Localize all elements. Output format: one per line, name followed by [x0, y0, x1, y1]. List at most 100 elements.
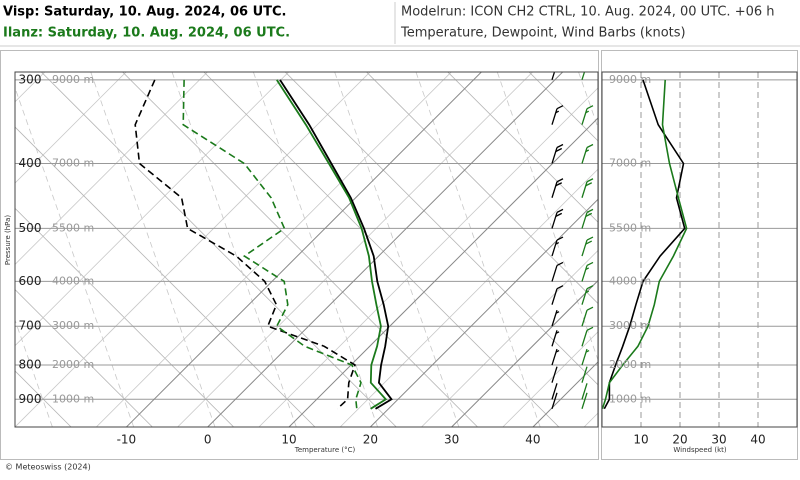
isotherm — [288, 117, 598, 427]
height-label: 9000 m — [52, 73, 94, 86]
barb-shaft — [581, 265, 588, 282]
barb-shaft — [551, 265, 558, 282]
barb-feather — [586, 326, 594, 331]
barb-feather — [556, 105, 564, 110]
wind-barb — [581, 383, 588, 400]
barb-feather — [556, 285, 564, 290]
height-label: 4000 m — [609, 274, 651, 287]
height-label: 2000 m — [609, 358, 651, 371]
barb-shaft — [581, 108, 588, 125]
wind-barb — [551, 310, 560, 327]
wind-barb — [551, 208, 564, 229]
barb-shaft — [581, 383, 588, 400]
barb-feather — [556, 261, 564, 266]
wind-barb — [581, 105, 594, 125]
barb-half-feather — [555, 242, 560, 245]
barb-shaft — [581, 392, 588, 410]
x-axis-title: Temperature (°C) — [294, 446, 356, 454]
dry-adiabat — [40, 72, 397, 427]
subtitle: Temperature, Dewpoint, Wind Barbs (knots… — [400, 26, 686, 41]
barb-feather — [556, 236, 564, 241]
footer: © Meteoswiss (2024) — [5, 463, 91, 472]
barb-feather — [556, 178, 564, 183]
barb-feather — [586, 105, 594, 110]
barb-half-feather — [555, 110, 560, 114]
wind-barb — [581, 143, 594, 164]
y-tick-label: 300 — [19, 72, 42, 86]
isotherm — [207, 72, 564, 427]
barb-half-feather — [585, 290, 590, 294]
wind-barb — [581, 236, 594, 257]
barb-half-feather — [555, 331, 560, 334]
wind-barb — [551, 366, 558, 383]
barb-shaft — [551, 212, 558, 229]
background-isotherm — [96, 72, 452, 427]
isotherm — [126, 72, 483, 427]
moist-adiabat — [15, 86, 135, 427]
wind-barb — [551, 261, 564, 282]
height-label: 1000 m — [609, 392, 651, 405]
background-isotherm — [15, 72, 127, 184]
y-tick-label: 900 — [19, 392, 42, 406]
dry-adiabat — [528, 72, 598, 142]
wind-barb — [551, 383, 558, 400]
barb-shaft — [581, 330, 588, 347]
moist-adiabat — [15, 318, 53, 427]
isotherm — [451, 279, 598, 427]
ilanz-title: Ilanz: Saturday, 10. Aug. 2024, 06 UTC. — [3, 26, 290, 41]
height-label: 5500 m — [609, 221, 651, 234]
wind-barb — [581, 392, 588, 410]
moist-adiabat — [171, 72, 297, 427]
wind-barb — [551, 236, 564, 257]
x-tick-label: 30 — [711, 433, 726, 447]
x-tick-label: -10 — [117, 433, 137, 447]
temperature-line — [276, 79, 388, 410]
barb-feather — [585, 182, 593, 187]
wind-barb — [581, 285, 594, 305]
wind-barb — [551, 285, 564, 305]
barb-feather — [586, 285, 594, 290]
wind-barb — [551, 392, 558, 410]
barb-half-feather — [555, 349, 560, 353]
background-isotherm — [15, 72, 371, 427]
y-tick-label: 800 — [19, 358, 42, 372]
y-tick-label: 400 — [19, 156, 42, 170]
barb-feather — [586, 306, 594, 311]
height-label: 7000 m — [52, 157, 94, 170]
wind-barb — [551, 330, 560, 347]
barb-shaft — [551, 147, 558, 164]
height-label: 4000 m — [52, 274, 94, 287]
height-label: 3000 m — [609, 319, 651, 332]
barb-shaft — [551, 288, 558, 305]
x-tick-label: 10 — [633, 433, 648, 447]
barb-shaft — [551, 366, 558, 383]
height-label: 1000 m — [52, 392, 94, 405]
barb-feather — [586, 236, 594, 241]
height-label: 5500 m — [52, 221, 94, 234]
barb-half-feather — [585, 267, 590, 270]
moist-adiabat — [252, 72, 378, 427]
x-tick-label: 0 — [204, 433, 212, 447]
y-tick-label: 600 — [19, 274, 42, 288]
moist-adiabat — [496, 72, 598, 362]
x-tick-label: 30 — [444, 433, 459, 447]
y-tick-label: 500 — [19, 221, 42, 235]
barb-feather — [586, 208, 594, 213]
wind-plot — [602, 72, 797, 427]
barb-half-feather — [555, 311, 560, 314]
temperature-line — [279, 79, 393, 410]
barb-feather — [555, 147, 563, 153]
y-tick-label: 700 — [19, 319, 42, 333]
moist-adiabat — [415, 72, 541, 427]
barb-shaft — [581, 288, 588, 305]
barb-feather — [585, 212, 593, 217]
wind-barb — [581, 348, 590, 366]
dry-adiabat — [15, 289, 153, 427]
barb-shaft — [551, 392, 558, 410]
dry-adiabat — [15, 126, 316, 427]
barb-shaft — [551, 181, 558, 198]
barb-shaft — [581, 310, 588, 327]
background-isotherm — [15, 72, 46, 103]
